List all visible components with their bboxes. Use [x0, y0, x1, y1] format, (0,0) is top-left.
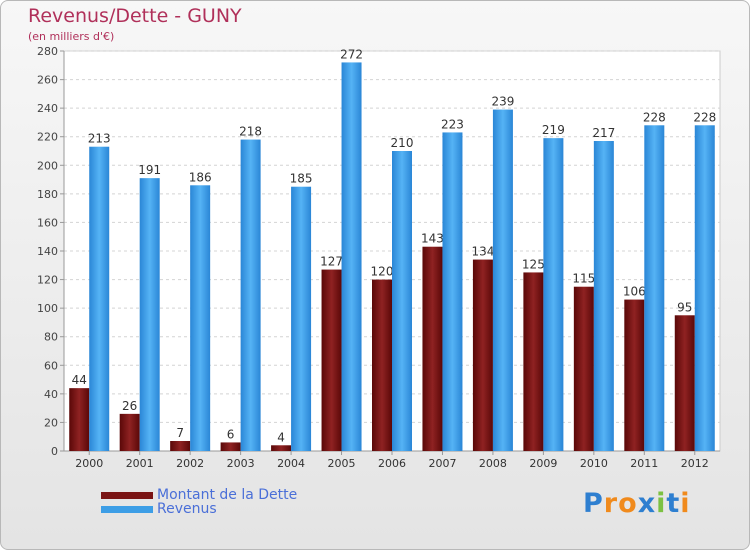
chart-title: Revenus/Dette - GUNY — [28, 5, 242, 27]
bar-dette — [523, 272, 544, 451]
data-label-dette: 44 — [72, 373, 87, 387]
data-label-revenus: 228 — [643, 110, 666, 124]
y-tick-label: 160 — [37, 216, 58, 229]
x-tick-label: 2011 — [630, 457, 658, 470]
data-label-dette: 143 — [421, 232, 444, 246]
x-tick-label: 2007 — [428, 457, 456, 470]
logo-letter: t — [666, 488, 681, 519]
bar-dette — [119, 413, 140, 451]
y-tick-label: 140 — [37, 245, 58, 258]
y-tick-label: 60 — [44, 359, 58, 372]
legend-item-revenus: Revenus — [101, 501, 217, 517]
x-tick-label: 2002 — [176, 457, 204, 470]
proxiti-logo: Proxiti — [583, 488, 691, 519]
data-label-revenus: 223 — [441, 117, 464, 131]
logo-letter: i — [680, 488, 691, 519]
data-label-revenus: 219 — [542, 123, 565, 137]
data-label-dette: 4 — [277, 430, 285, 444]
data-label-revenus: 185 — [290, 172, 313, 186]
bar-revenus — [442, 132, 463, 451]
x-tick-label: 2009 — [529, 457, 557, 470]
y-tick-label: 0 — [51, 445, 58, 458]
data-label-dette: 26 — [122, 399, 137, 413]
legend-label-dette: Montant de la Dette — [157, 487, 298, 503]
y-tick-label: 180 — [37, 188, 58, 201]
y-tick-label: 280 — [37, 45, 58, 58]
logo-letter: o — [618, 488, 638, 519]
logo-letter: r — [603, 488, 619, 519]
data-label-revenus: 239 — [491, 95, 514, 109]
logo-letter: x — [637, 488, 657, 519]
bar-dette — [321, 269, 342, 451]
bar-revenus — [89, 146, 110, 451]
bar-revenus — [291, 186, 312, 451]
logo-letter: P — [583, 488, 604, 519]
data-label-revenus: 272 — [340, 47, 363, 61]
bar-revenus — [190, 185, 211, 452]
data-label-revenus: 210 — [391, 136, 414, 150]
x-tick-label: 2012 — [681, 457, 709, 470]
data-label-revenus: 218 — [239, 125, 262, 139]
x-tick-label: 2010 — [580, 457, 608, 470]
y-tick-label: 100 — [37, 302, 58, 315]
bar-revenus — [593, 141, 614, 451]
bar-dette — [573, 286, 594, 451]
y-tick-label: 40 — [44, 388, 58, 401]
data-label-revenus: 213 — [88, 132, 111, 146]
data-label-dette: 6 — [227, 427, 235, 441]
bar-revenus — [240, 139, 261, 452]
data-label-dette: 95 — [677, 300, 692, 314]
bar-dette — [674, 315, 695, 451]
legend-swatch-revenus — [101, 505, 153, 513]
bar-revenus — [492, 109, 513, 452]
bar-revenus — [644, 125, 665, 452]
legend-swatch-dette — [101, 491, 153, 499]
legend-item-dette: Montant de la Dette — [101, 487, 297, 503]
data-label-dette: 7 — [176, 426, 184, 440]
data-label-revenus: 217 — [592, 126, 615, 140]
bar-dette — [372, 279, 392, 451]
x-tick-label: 2003 — [227, 457, 255, 470]
bar-revenus — [341, 62, 362, 452]
x-tick-label: 2001 — [126, 457, 154, 470]
x-tick-label: 2008 — [479, 457, 507, 470]
bar-revenus — [139, 178, 160, 451]
x-tick-label: 2005 — [328, 457, 356, 470]
chart-subtitle: (en milliers d'€) — [28, 30, 115, 43]
bar-dette — [422, 246, 443, 451]
data-label-revenus: 191 — [138, 163, 161, 177]
data-label-revenus: 228 — [693, 110, 716, 124]
data-label-dette: 115 — [572, 272, 595, 286]
bar-dette — [170, 441, 191, 451]
bar-dette — [69, 388, 90, 451]
data-label-dette: 106 — [623, 285, 646, 299]
data-label-dette: 127 — [320, 255, 343, 269]
legend-label-revenus: Revenus — [157, 501, 217, 517]
logo-letter: i — [656, 488, 667, 519]
bar-dette — [472, 259, 493, 451]
y-tick-label: 240 — [37, 102, 58, 115]
data-label-revenus: 186 — [189, 170, 212, 184]
bar-revenus — [694, 125, 715, 452]
x-tick-label: 2000 — [75, 457, 103, 470]
x-tick-label: 2004 — [277, 457, 305, 470]
bar-dette — [624, 299, 645, 451]
y-tick-label: 20 — [44, 416, 58, 429]
y-tick-label: 220 — [37, 131, 58, 144]
y-tick-label: 120 — [37, 274, 58, 287]
y-tick-label: 260 — [37, 74, 58, 87]
y-tick-label: 200 — [37, 159, 58, 172]
data-label-dette: 134 — [471, 245, 494, 259]
bar-dette — [220, 442, 241, 451]
bar-dette — [271, 445, 292, 451]
bar-revenus — [543, 138, 564, 451]
data-label-dette: 120 — [371, 265, 394, 279]
x-tick-label: 2006 — [378, 457, 406, 470]
y-tick-label: 80 — [44, 331, 58, 344]
bar-revenus — [392, 151, 412, 451]
data-label-dette: 125 — [522, 257, 545, 271]
